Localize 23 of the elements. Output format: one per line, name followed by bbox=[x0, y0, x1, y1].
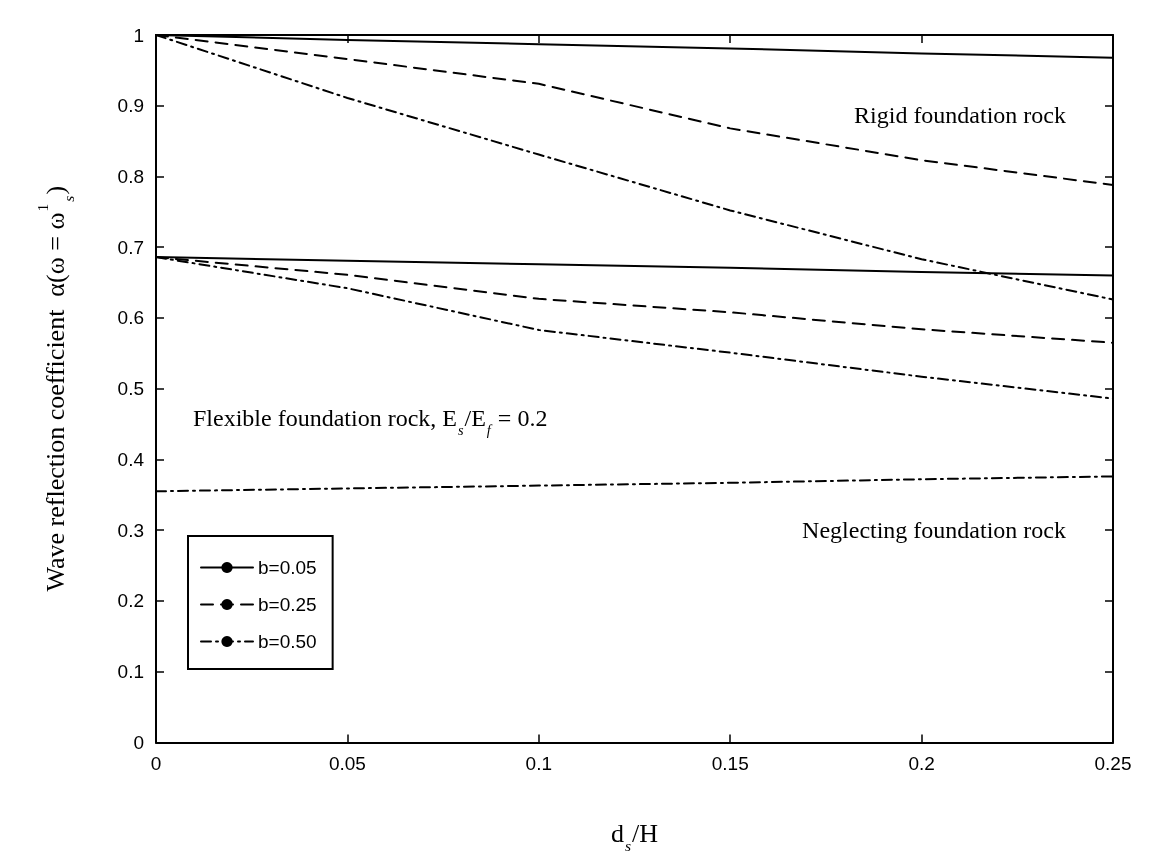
y-tick-label: 0.2 bbox=[117, 590, 144, 612]
x-tick-label: 0.05 bbox=[328, 753, 366, 775]
legend-label: b=0.50 bbox=[258, 631, 317, 652]
x-tick-label: 0.1 bbox=[525, 753, 553, 775]
y-tick-label: 0.6 bbox=[117, 307, 144, 329]
annotation: Neglecting foundation rock bbox=[802, 517, 1066, 543]
annotation: Rigid foundation rock bbox=[854, 102, 1066, 128]
x-tick-label: 0.2 bbox=[908, 753, 935, 775]
y-tick-label: 0.4 bbox=[117, 448, 145, 470]
y-tick-label: 0.9 bbox=[117, 95, 144, 117]
y-axis-title: Wave reflection coefficient α(ω = ω1s) bbox=[33, 185, 77, 592]
y-tick-label: 1 bbox=[133, 24, 144, 46]
y-tick-label: 0.3 bbox=[117, 519, 144, 541]
y-tick-label: 0 bbox=[133, 731, 144, 753]
x-tick-label: 0.25 bbox=[1094, 753, 1132, 775]
legend-label: b=0.05 bbox=[258, 557, 317, 578]
x-tick-label: 0 bbox=[150, 753, 162, 775]
legend-label: b=0.25 bbox=[258, 594, 317, 615]
y-tick-label: 0.1 bbox=[117, 661, 144, 683]
y-tick-label: 0.8 bbox=[117, 165, 144, 187]
y-tick-label: 0.7 bbox=[117, 236, 144, 258]
x-tick-label: 0.15 bbox=[711, 753, 749, 775]
y-tick-label: 0.5 bbox=[117, 378, 144, 400]
